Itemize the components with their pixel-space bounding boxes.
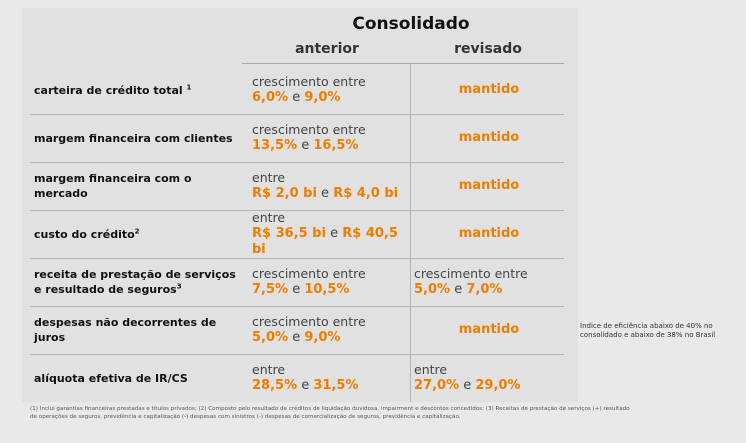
row-divider xyxy=(30,258,564,259)
row-label: receita de prestação de serviços e resul… xyxy=(34,268,236,296)
row-label: margem financeira com o mercado xyxy=(34,172,192,200)
table-row: despesas não decorrentes de juros cresci… xyxy=(30,306,564,354)
header-divider xyxy=(242,63,564,64)
revised-guidance: mantido xyxy=(458,130,520,145)
guidance-panel xyxy=(22,8,578,402)
revised-guidance: entre 27,0% e 29,0% xyxy=(414,362,521,393)
column-header-anterior: anterior xyxy=(295,41,359,57)
revised-guidance: mantido xyxy=(458,226,520,241)
column-divider xyxy=(410,64,411,402)
column-header-revisado: revisado xyxy=(454,41,522,57)
table-row: receita de prestação de serviços e resul… xyxy=(30,258,564,306)
table-row: margem financeira com o mercado entre R$… xyxy=(30,162,564,210)
row-label: carteira de crédito total 1 xyxy=(34,82,192,97)
previous-guidance: crescimento entre 13,5% e 16,5% xyxy=(252,122,366,153)
row-label: alíquota efetiva de IR/CS xyxy=(34,371,188,385)
row-divider xyxy=(30,306,564,307)
row-divider xyxy=(30,210,564,211)
row-label: custo do crédito2 xyxy=(34,226,140,241)
row-label: despesas não decorrentes de juros xyxy=(34,316,217,344)
previous-guidance: entre R$ 36,5 bi e R$ 40,5 bi xyxy=(252,210,398,257)
row-label: margem financeira com clientes xyxy=(34,131,233,145)
revised-guidance: mantido xyxy=(458,322,520,337)
revised-guidance: mantido xyxy=(458,178,520,193)
footnote: (1) Inclui garantias financeiras prestad… xyxy=(30,406,630,420)
row-divider xyxy=(30,162,564,163)
revised-guidance: crescimento entre 5,0% e 7,0% xyxy=(414,266,528,297)
previous-guidance: crescimento entre 7,5% e 10,5% xyxy=(252,266,366,297)
efficiency-note: Índice de eficiência abaixo de 40% no co… xyxy=(580,322,716,339)
table-row: custo do crédito2 entre R$ 36,5 bi e R$ … xyxy=(30,210,564,258)
table-row: alíquota efetiva de IR/CS entre 28,5% e … xyxy=(30,354,564,402)
row-divider xyxy=(30,114,564,115)
table-title: Consolidado xyxy=(352,14,470,34)
revised-guidance: mantido xyxy=(458,82,520,97)
previous-guidance: crescimento entre 5,0% e 9,0% xyxy=(252,314,366,345)
previous-guidance: entre R$ 2,0 bi e R$ 4,0 bi xyxy=(252,170,399,201)
previous-guidance: crescimento entre 6,0% e 9,0% xyxy=(252,74,366,105)
row-divider xyxy=(30,354,564,355)
previous-guidance: entre 28,5% e 31,5% xyxy=(252,362,359,393)
table-row: carteira de crédito total 1 crescimento … xyxy=(30,66,564,114)
table-row: margem financeira com clientes crescimen… xyxy=(30,114,564,162)
